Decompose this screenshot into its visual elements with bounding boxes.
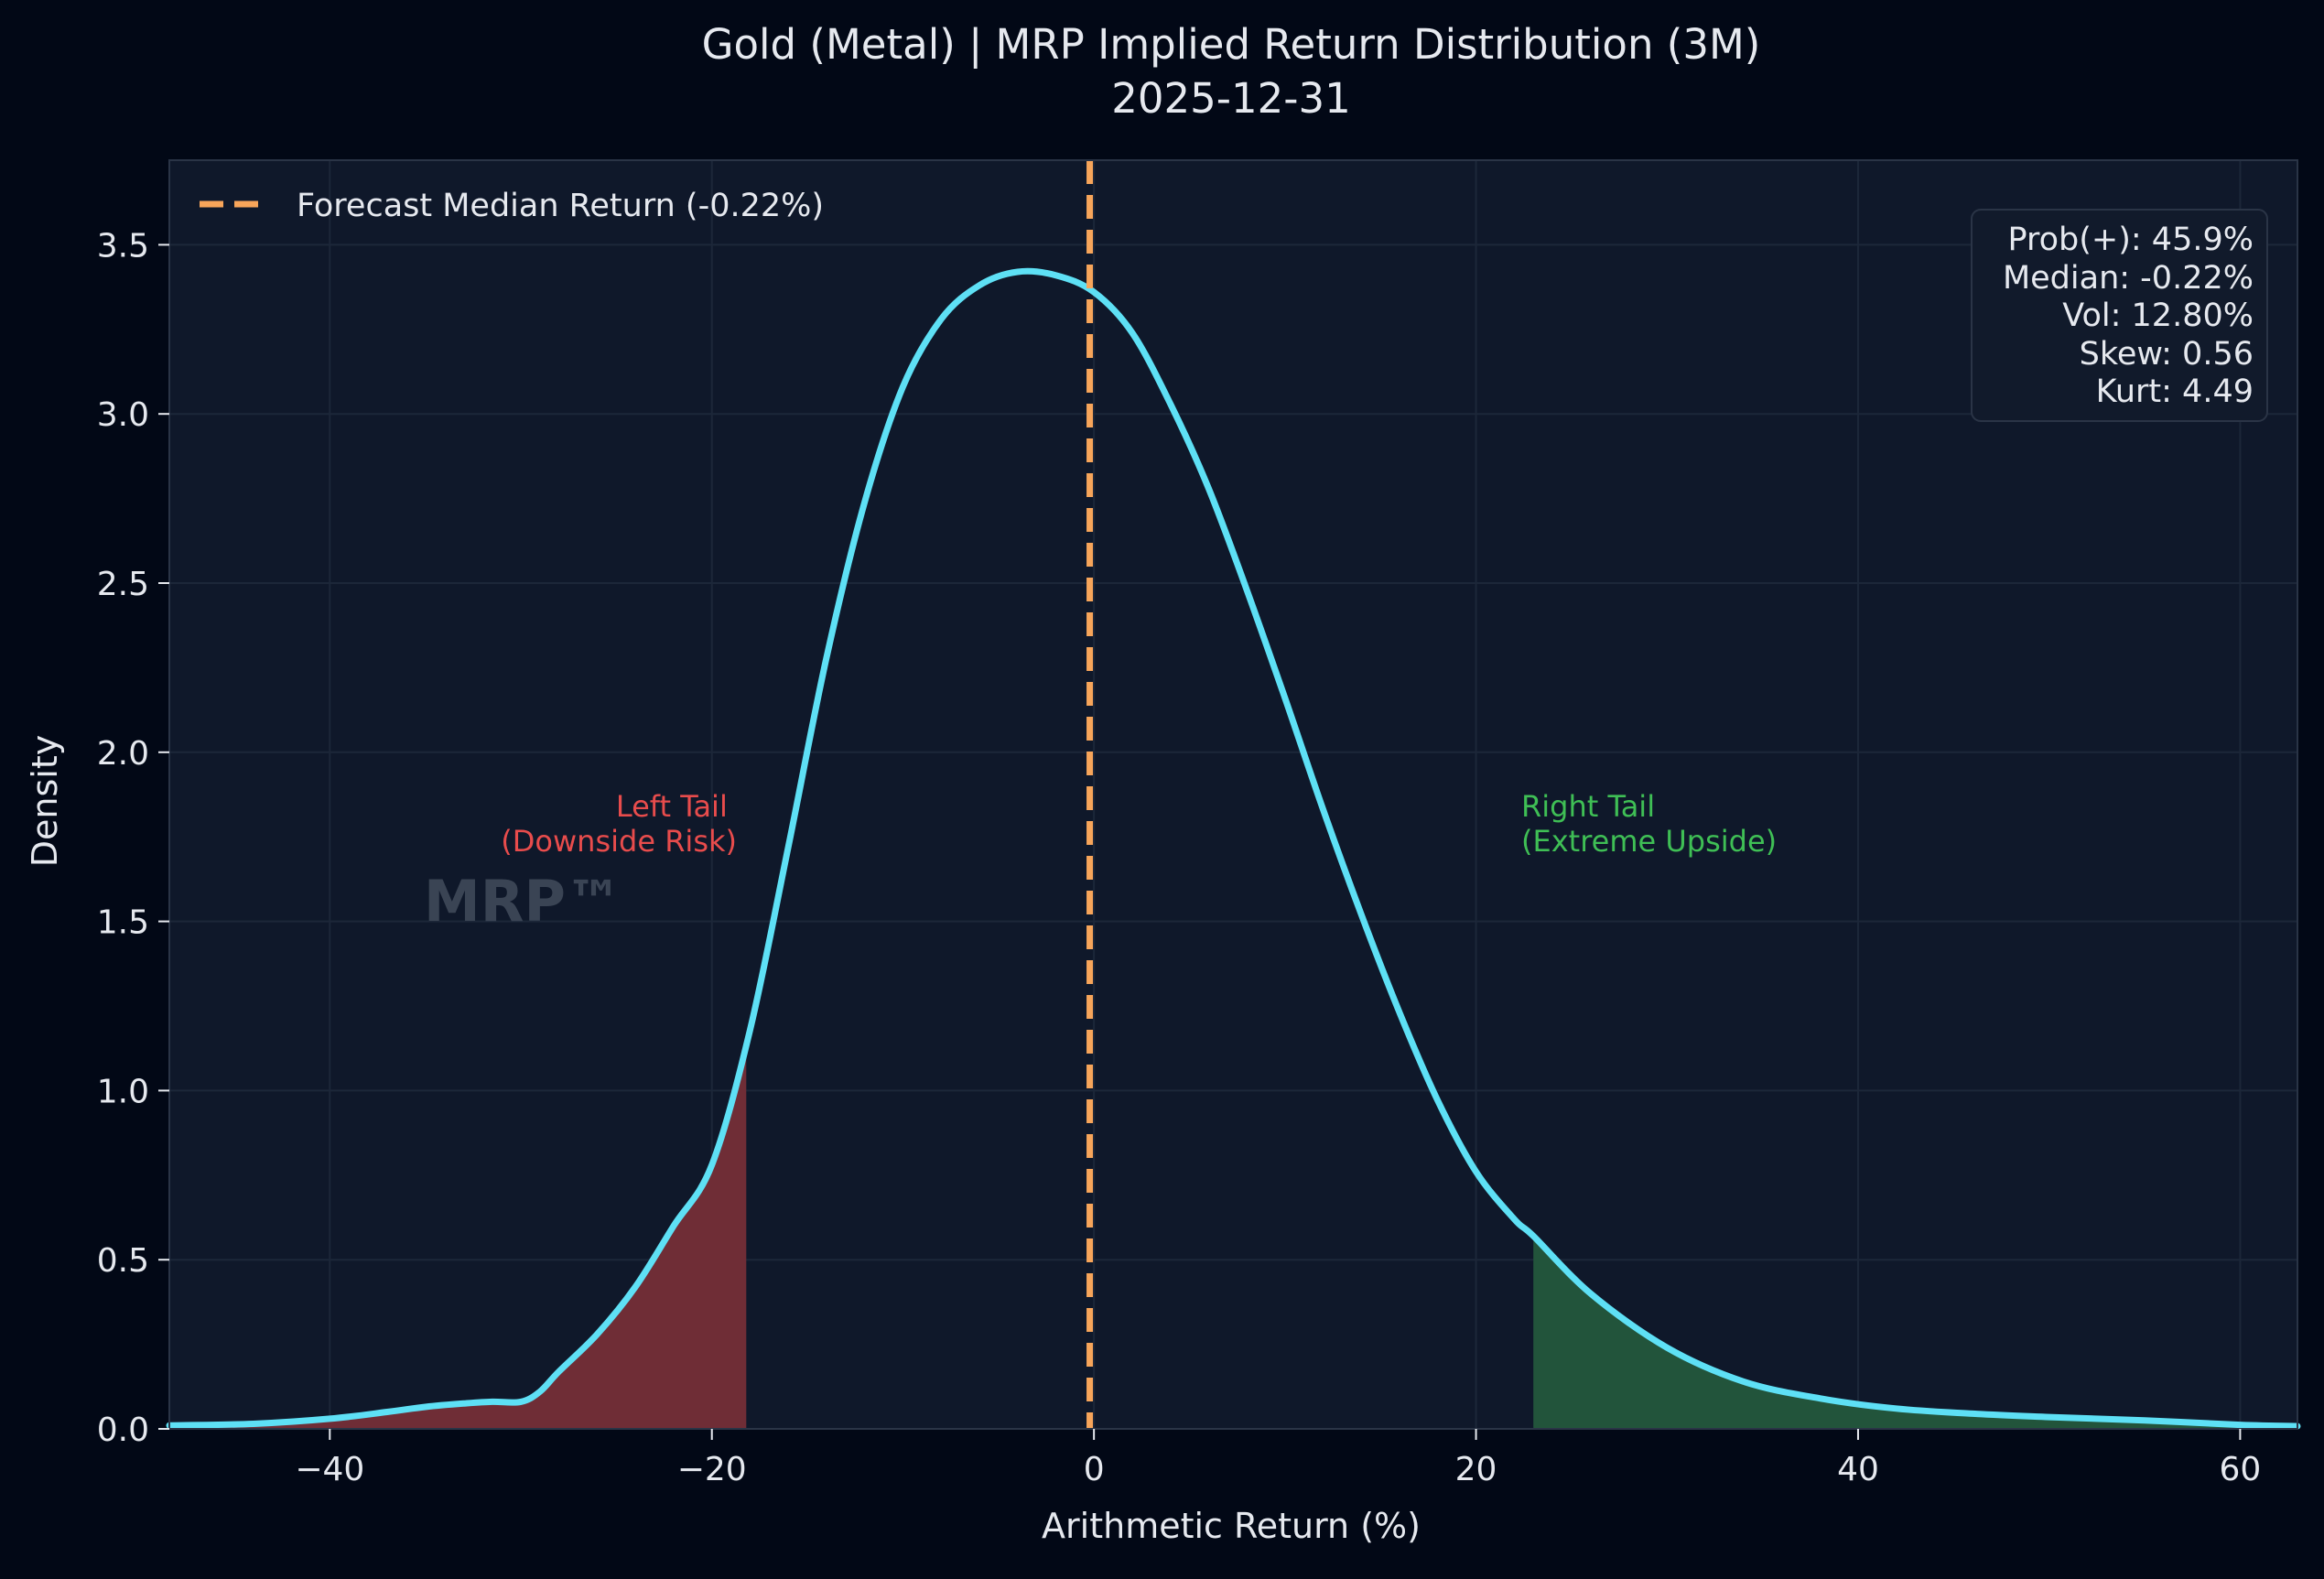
x-tick-label: 20 xyxy=(1455,1451,1497,1488)
x-tick-label: 60 xyxy=(2219,1451,2261,1488)
x-axis-label: Arithmetic Return (%) xyxy=(1042,1506,1421,1546)
y-tick-label: 1.5 xyxy=(97,904,149,942)
y-tick-label: 0.5 xyxy=(97,1242,149,1280)
x-tick-label: −40 xyxy=(295,1451,364,1488)
stat-prob-positive: Prob(+): 45.9% xyxy=(2008,222,2254,258)
y-tick-label: 0.0 xyxy=(97,1411,149,1449)
y-tick-label: 2.0 xyxy=(97,735,149,773)
stat-median: Median: -0.22% xyxy=(2003,260,2254,297)
x-tick-label: 0 xyxy=(1084,1451,1105,1488)
chart-title: Gold (Metal) | MRP Implied Return Distri… xyxy=(702,20,1761,69)
legend-median-label: Forecast Median Return (-0.22%) xyxy=(297,188,824,224)
stat-kurt: Kurt: 4.49 xyxy=(2096,373,2254,410)
density-curve xyxy=(166,267,2301,1430)
x-tick-label: −20 xyxy=(677,1451,747,1488)
chart-subtitle: 2025-12-31 xyxy=(1111,74,1351,123)
right-tail-fill xyxy=(1533,1236,2297,1429)
right-tail-label: Right Tail (Extreme Upside) xyxy=(1521,789,1777,859)
right-tail-label-line2: (Extreme Upside) xyxy=(1521,824,1777,859)
y-tick-label: 1.0 xyxy=(97,1073,149,1110)
left-tail-label-line1: Left Tail xyxy=(616,789,728,824)
axis-ticks: −40 −20 0 20 40 60 0.0 0.5 1.0 1.5 2.0 2.5 3.0 3.5 xyxy=(97,227,2262,1488)
y-tick-label: 3.0 xyxy=(97,396,149,434)
plot-area xyxy=(169,160,2297,1429)
x-tick-label: 40 xyxy=(1837,1451,1879,1488)
y-axis-label: Density xyxy=(25,735,65,867)
legend: Forecast Median Return (-0.22%) xyxy=(200,188,824,224)
stats-box-frame xyxy=(1971,209,2268,422)
y-tick-label: 2.5 xyxy=(97,566,149,603)
plot-frame xyxy=(168,159,2298,1430)
left-tail-label: Left Tail (Downside Risk) xyxy=(501,789,737,859)
stats-box: Prob(+): 45.9% Median: -0.22% Vol: 12.80… xyxy=(1971,209,2268,422)
stat-skew: Skew: 0.56 xyxy=(2080,336,2254,373)
y-tick-label: 3.5 xyxy=(97,227,149,265)
watermark: MRP™ xyxy=(424,868,622,935)
right-tail-label-line1: Right Tail xyxy=(1521,789,1655,824)
left-tail-label-line2: (Downside Risk) xyxy=(501,824,737,859)
stat-vol: Vol: 12.80% xyxy=(2062,297,2254,334)
